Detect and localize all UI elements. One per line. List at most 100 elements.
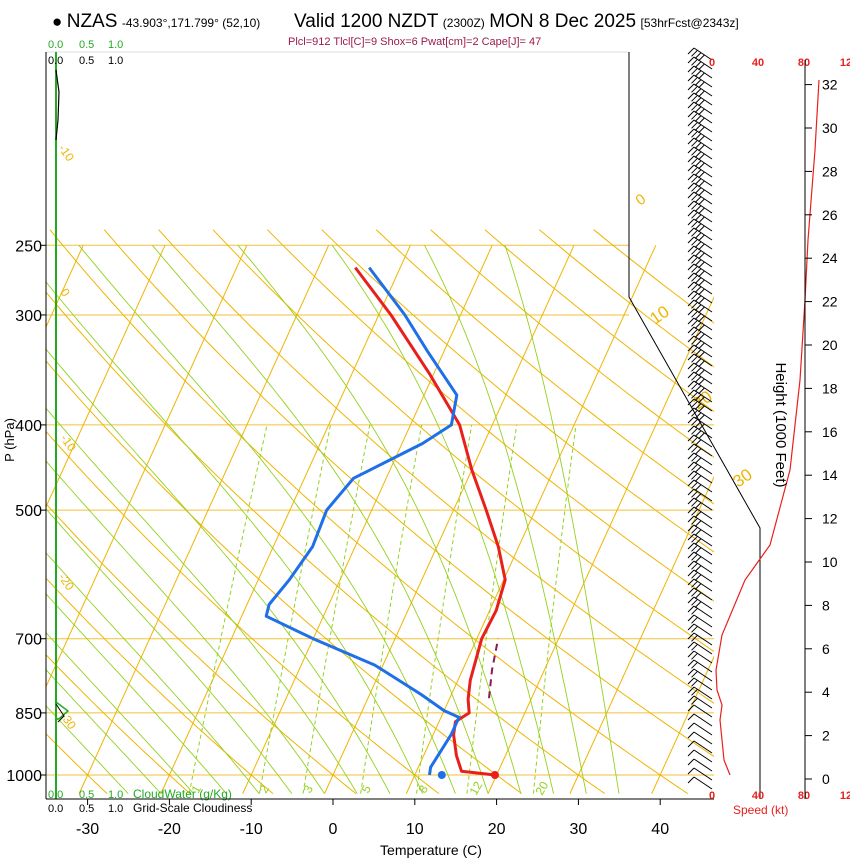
wind-barb-feather (691, 148, 698, 156)
wind-barb-feather (691, 634, 698, 642)
wind-barb (693, 236, 713, 250)
wind-barb-feather (687, 128, 695, 136)
wind-barb-feather (691, 346, 698, 354)
cloudiness-trace (55, 69, 60, 141)
wind-barb-feather (698, 378, 705, 386)
wind-barb (693, 281, 713, 295)
wind-barb-feather (694, 439, 702, 446)
wind-barb (693, 344, 713, 358)
wind-barb (693, 425, 713, 439)
wind-barb (693, 380, 713, 394)
mixing-ratio-label: 8 (415, 782, 431, 795)
wind-barb (693, 677, 713, 691)
wind-barb-feather (691, 427, 698, 435)
dewpoint-surface-marker (437, 771, 446, 779)
wind-barb-feather (698, 81, 705, 89)
moist-adiabat-line (46, 631, 194, 794)
mixing-ratio-line (416, 424, 473, 794)
wind-barb (693, 605, 713, 619)
wind-barb-feather (694, 178, 702, 185)
wind-barb-feather (691, 562, 698, 570)
wind-barb-feather (691, 445, 698, 453)
valid-time: Valid 1200 NZDT (294, 11, 439, 32)
wind-barb-feather (691, 355, 698, 363)
isotherm-line (242, 245, 493, 794)
wind-barb-feather (698, 288, 705, 296)
wind-barb-feather (698, 153, 705, 161)
wind-barb-feather (687, 173, 695, 181)
wind-barb-feather (698, 63, 705, 71)
wind-barb (693, 767, 713, 781)
wind-barb (693, 497, 713, 511)
wind-barb-feather (687, 452, 695, 460)
wind-barb-feather (687, 308, 695, 316)
wind-barb (693, 326, 713, 340)
wind-barb-feather (694, 331, 702, 338)
wind-barb-feather (694, 52, 702, 59)
wind-barb-feather (691, 616, 698, 624)
wind-barb-feather (691, 400, 698, 408)
wind-barb-feather (691, 121, 698, 129)
wind-barb (693, 173, 713, 187)
wind-barb-feather (691, 508, 698, 516)
wind-barb-feather (687, 470, 695, 478)
station-id: NZAS (66, 11, 118, 32)
wind-barb (693, 146, 713, 160)
moist-adiabat-line (46, 281, 424, 794)
wind-barb (693, 587, 713, 601)
wind-barb-feather (687, 47, 695, 55)
height-tick-label: 6 (822, 641, 830, 657)
wind-barb-feather (698, 108, 705, 116)
isotherm-line (160, 245, 411, 794)
isotherm-line (0, 245, 1, 793)
temperature-tick-label: 10 (406, 821, 424, 838)
wind-barb (693, 56, 713, 70)
wind-barb-feather (687, 272, 695, 280)
wind-barb-feather (687, 110, 695, 118)
wind-barb-feather (691, 283, 698, 291)
wind-barb (693, 560, 713, 574)
wind-barb-feather (694, 259, 702, 266)
wind-barb-feather (694, 61, 702, 68)
wind-barb-feather (691, 688, 698, 696)
wind-barb-feather (687, 65, 695, 73)
wind-barb-feather (694, 160, 702, 167)
plot-boundary-line (628, 52, 761, 799)
wind-barb-feather (687, 434, 695, 442)
wind-barb-feather (687, 245, 695, 253)
wind-barb-feather (698, 216, 705, 224)
wind-barb (693, 623, 713, 637)
cloudiness-tick-bottom: 1.0 (108, 803, 123, 815)
isotherm-line (324, 245, 575, 794)
wind-barb (693, 596, 713, 610)
wind-barb-feather (694, 268, 702, 275)
wind-barb-feather (691, 76, 698, 84)
wind-barb-feather (694, 106, 702, 113)
parcel-line (488, 638, 500, 699)
wind-barb (693, 308, 713, 322)
wind-barb-feather (694, 466, 702, 473)
mixing-ratio-line (188, 424, 268, 794)
wind-barb-feather (691, 364, 698, 372)
wind-barb-feather (687, 506, 695, 514)
wind-barb-feather (691, 481, 698, 489)
wind-barb-feather (687, 254, 695, 262)
wind-barb-feather (691, 409, 698, 417)
isotherm-line (651, 655, 714, 794)
pressure-tick-label: 300 (15, 308, 42, 325)
wind-barb-feather (698, 405, 705, 413)
wind-barb-feather (687, 416, 695, 424)
wind-barb-feather (694, 520, 702, 527)
wind-barb-feather (691, 166, 698, 174)
wind-barb (693, 470, 713, 484)
wind-barb-feather (691, 265, 698, 273)
wind-barb-feather (687, 461, 695, 469)
wind-barb-feather (694, 232, 702, 239)
wind-barb-feather (694, 133, 702, 140)
cloud-water-tick-top: 1.0 (108, 39, 123, 51)
wind-barb-feather (698, 342, 705, 350)
wind-barb-feather (687, 668, 695, 676)
cloudiness-trace-low (55, 703, 65, 723)
moist-adiabat-line (46, 552, 260, 794)
